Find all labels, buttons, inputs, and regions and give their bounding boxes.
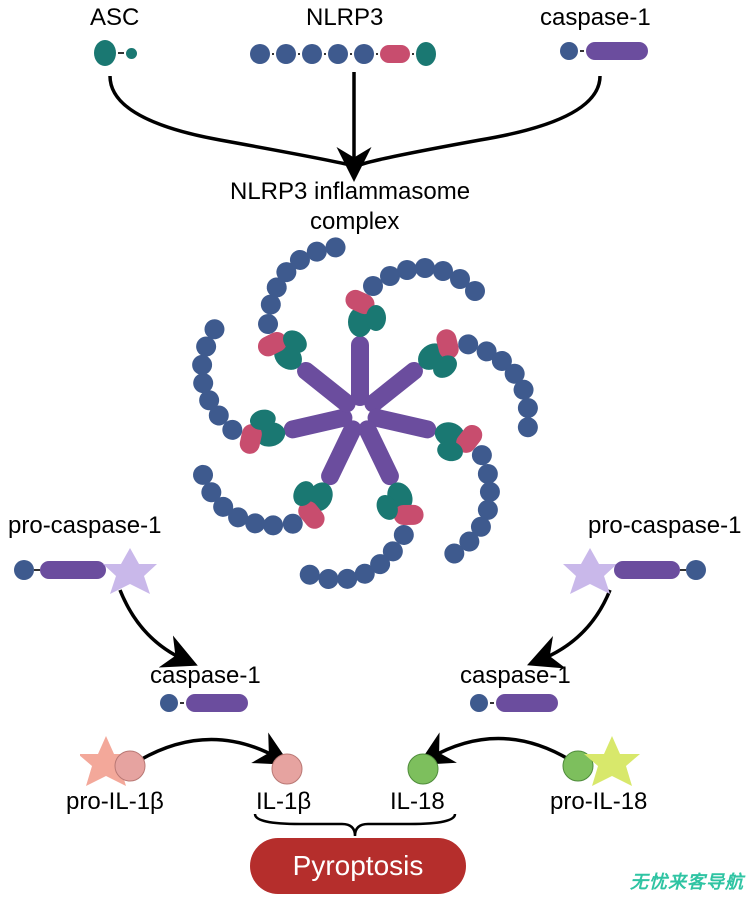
pro-caspase-left [12,542,172,603]
caspase1-top-protein [560,42,648,60]
caspase1-right-label: caspase-1 [460,662,571,690]
asc-protein [94,40,137,66]
caspase1-left-protein [160,694,248,712]
complex-label-1: NLRP3 inflammasome [230,178,470,206]
pro-caspase-left-label: pro-caspase-1 [8,512,161,540]
pro-il1b-label: pro-IL-1β [66,788,164,816]
nlrp3-label: NLRP3 [306,4,383,32]
asc-label: ASC [90,4,139,32]
caspase1-right-protein [470,694,558,712]
pro-caspase-right [560,542,750,603]
pro-caspase-right-label: pro-caspase-1 [588,512,741,540]
il1b [270,752,304,791]
il18 [406,752,440,791]
pyroptosis-label: Pyroptosis [293,850,424,882]
pro-il18-label: pro-IL-18 [550,788,647,816]
inflammasome-complex [180,234,540,594]
pyroptosis-box: Pyroptosis [250,838,466,894]
watermark: 无忧来客导航 [630,868,744,894]
complex-label-2: complex [310,208,399,236]
caspase1-left-label: caspase-1 [150,662,261,690]
caspase1-top-label: caspase-1 [540,4,651,32]
nlrp3-protein [250,42,436,66]
